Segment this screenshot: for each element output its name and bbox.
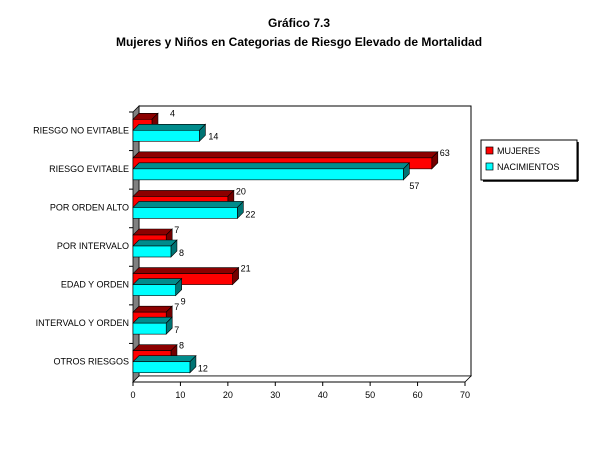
data-label-mujeres: 7 xyxy=(174,225,179,235)
bar-top-face xyxy=(132,190,235,197)
bar-nacimientos-2 xyxy=(132,168,404,181)
plot-back-wall xyxy=(138,105,472,377)
plot-floor xyxy=(132,375,472,383)
bar-top-face xyxy=(132,151,439,159)
data-label-nacimientos: 57 xyxy=(409,181,419,191)
bar-nacimientos-7 xyxy=(132,361,191,374)
bar-nacimientos-4 xyxy=(132,245,172,258)
data-label-mujeres: 7 xyxy=(174,302,179,312)
bar-top-face xyxy=(132,123,207,131)
data-label-nacimientos: 9 xyxy=(181,297,186,307)
bar-top-face xyxy=(132,278,183,285)
x-tick-label: 40 xyxy=(318,390,328,400)
bar-top-face xyxy=(132,344,178,352)
data-label-mujeres: 63 xyxy=(440,148,450,158)
legend-swatch-mujeres xyxy=(485,146,494,155)
bar-top-face xyxy=(132,201,245,208)
category-label: OTROS RIESGOS xyxy=(53,357,129,367)
legend-box xyxy=(480,139,578,181)
bar-top-face xyxy=(132,305,173,313)
category-label: POR INTERVALO xyxy=(57,241,129,251)
data-label-nacimientos: 7 xyxy=(174,325,179,335)
data-label-mujeres: 8 xyxy=(179,341,184,351)
data-label-mujeres: 4 xyxy=(170,108,175,118)
bar-nacimientos-1 xyxy=(132,129,200,142)
x-tick-label: 60 xyxy=(413,390,423,400)
category-label: RIESGO NO EVITABLE xyxy=(33,125,129,135)
bar-mujeres-5 xyxy=(132,273,233,285)
category-label: POR ORDEN ALTO xyxy=(50,202,129,212)
legend-label-mujeres: MUJERES xyxy=(497,146,540,156)
data-label-nacimientos: 12 xyxy=(198,364,208,374)
x-tick-label: 50 xyxy=(365,390,375,400)
category-label: RIESGO EVITABLE xyxy=(49,164,129,174)
data-label-nacimientos: 22 xyxy=(245,209,255,219)
x-tick-label: 20 xyxy=(223,390,233,400)
bar-top-face xyxy=(132,228,173,236)
bar-top-face xyxy=(132,239,178,247)
category-label: INTERVALO Y ORDEN xyxy=(36,318,129,328)
x-tick-label: 0 xyxy=(130,390,135,400)
category-label: EDAD Y ORDEN xyxy=(61,280,129,290)
data-label-mujeres: 20 xyxy=(236,186,246,196)
bar-nacimientos-3 xyxy=(132,207,238,219)
data-label-nacimientos: 8 xyxy=(179,248,184,258)
bar-top-face xyxy=(132,267,240,274)
chart-title: Gráfico 7.3 xyxy=(267,16,331,30)
bar-top-face xyxy=(132,355,197,363)
bar-top-face xyxy=(132,316,173,324)
data-label-nacimientos: 14 xyxy=(208,131,218,141)
x-tick-label: 10 xyxy=(175,390,185,400)
legend-swatch-nacimientos xyxy=(485,162,494,171)
x-tick-label: 30 xyxy=(270,390,280,400)
bar-top-face xyxy=(132,162,411,170)
bar-nacimientos-5 xyxy=(132,284,176,296)
bar-nacimientos-6 xyxy=(132,322,167,335)
legend-label-nacimientos: NACIMIENTOS xyxy=(497,162,559,172)
x-tick-label: 70 xyxy=(460,390,470,400)
legend: MUJERES NACIMIENTOS xyxy=(480,139,579,182)
chart-subtitle: Mujeres y Niños en Categorias de Riesgo … xyxy=(115,35,483,49)
data-label-mujeres: 21 xyxy=(241,264,251,274)
